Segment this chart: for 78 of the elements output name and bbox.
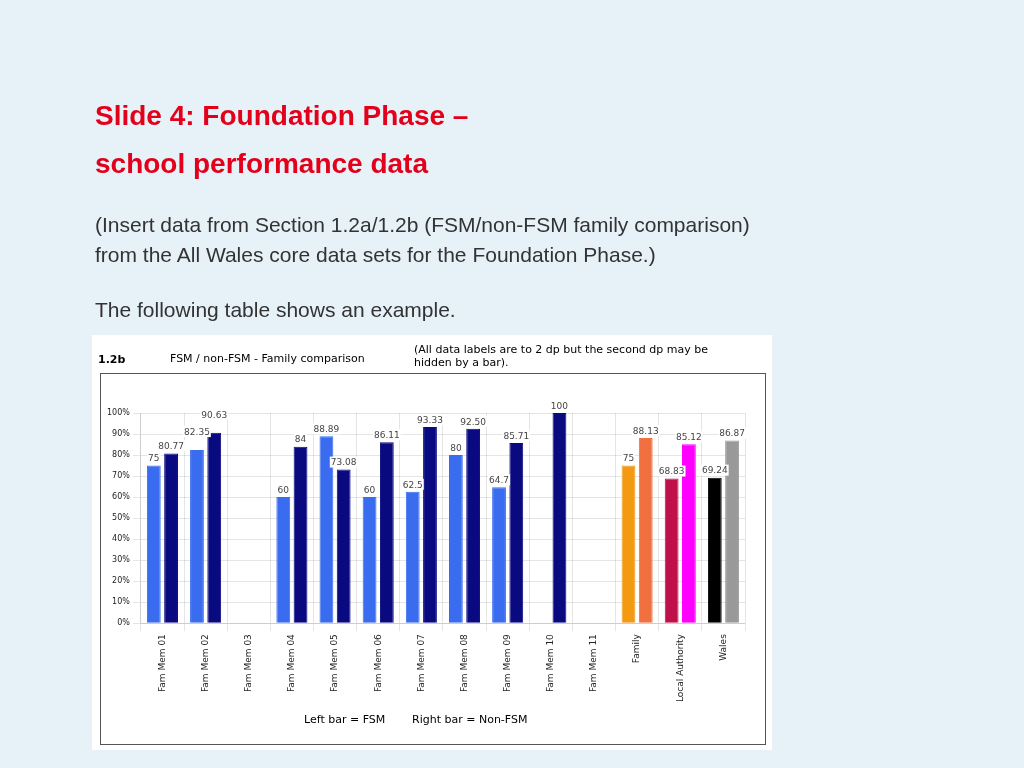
- data-label: 82.35: [184, 426, 210, 437]
- y-tick-label: 50%: [112, 513, 131, 523]
- data-label: 68.83: [658, 466, 685, 477]
- data-label: 80: [450, 442, 462, 453]
- bar: [164, 453, 178, 623]
- bar: [423, 427, 437, 623]
- text: (All data labels are to 2 dp but the second dp may be hidden by a bar).: [414, 343, 709, 369]
- y-tick-label: 0%: [117, 618, 131, 628]
- bar: [492, 487, 506, 623]
- data-label: 100: [550, 400, 569, 411]
- data-label: 75: [148, 453, 160, 464]
- text: The following table shows an example.: [95, 298, 456, 322]
- text: Right bar = Non-FSM: [412, 713, 528, 726]
- x-tick-label: Fam Mem 06: [372, 633, 383, 693]
- data-label: 80.77: [158, 441, 184, 452]
- x-tick-label: Fam Mem 04: [286, 633, 297, 693]
- bar: [146, 465, 161, 623]
- x-tick-label: Fam Mem 08: [458, 633, 469, 693]
- x-tick-label: Fam Mem 05: [329, 634, 340, 693]
- data-label: 88.89: [313, 424, 340, 435]
- bar: [362, 497, 377, 623]
- bar: [725, 440, 739, 623]
- y-tick-label: 100%: [107, 408, 131, 418]
- data-label: 64.7: [489, 475, 510, 486]
- data-label: 73.08: [330, 457, 357, 468]
- data-label: 69.24: [701, 465, 728, 476]
- data-label: 93.33: [417, 414, 443, 425]
- x-tick-label: Fam Mem 02: [199, 634, 210, 693]
- data-label: 75: [622, 453, 635, 464]
- bar: [190, 450, 204, 623]
- chart-subtitle: (Insert data from Section 1.2a/1.2b (FSM/non-FSM family comparison) from the All Wales core data sets for the Foundation Phase.): [95, 212, 750, 268]
- bar: [664, 478, 679, 623]
- text: 1.2b: [98, 353, 126, 366]
- text: FSM / non-FSM - Family comparison: [170, 352, 365, 365]
- bar: [336, 469, 351, 623]
- data-label: 60: [277, 484, 290, 495]
- data-label: 85.71: [503, 430, 530, 441]
- x-tick-label: Fam Mem 03: [243, 634, 254, 693]
- data-label: 84: [294, 434, 307, 445]
- bar: [621, 465, 636, 623]
- y-tick-label: 80%: [112, 450, 131, 460]
- bar: [293, 446, 308, 623]
- bar: [509, 443, 524, 623]
- bar: [707, 477, 722, 623]
- y-tick-label: 60%: [112, 492, 131, 502]
- y-tick-label: 10%: [112, 597, 131, 607]
- data-label: 92.50: [460, 416, 487, 427]
- chart-title: Slide 4: Foundation Phase – school performance data: [95, 99, 469, 181]
- x-tick-label: Fam Mem 07: [415, 634, 426, 693]
- data-label: 62.5: [402, 479, 423, 490]
- y-tick-label: 40%: [112, 534, 131, 544]
- bar: [276, 497, 291, 623]
- y-tick-label: 20%: [112, 576, 131, 586]
- data-label: 88.13: [632, 425, 659, 436]
- bar: [379, 442, 394, 623]
- bar: [682, 444, 696, 623]
- bar: [466, 428, 481, 623]
- data-label: 86.87: [719, 428, 745, 439]
- data-label: 86.11: [373, 430, 400, 441]
- y-tick-label: 70%: [112, 471, 131, 481]
- x-tick-label: Wales: [717, 633, 728, 661]
- x-tick-label: Fam Mem 11: [588, 634, 599, 693]
- data-label: 85.12: [676, 432, 702, 443]
- x-tick-label: Fam Mem 01: [156, 634, 167, 693]
- bar: [448, 455, 463, 623]
- x-tick-label: Fam Mem 10: [545, 633, 556, 693]
- data-label: 90.63: [201, 409, 228, 420]
- y-tick-label: 30%: [112, 555, 131, 565]
- x-tick-label: Local Authority: [674, 633, 685, 702]
- x-tick-label: Fam Mem 09: [502, 633, 513, 693]
- bar: [552, 413, 567, 623]
- y-tick-label: 90%: [112, 429, 131, 439]
- data-label: 60: [363, 484, 376, 495]
- bar: [207, 432, 222, 623]
- x-tick-label: Family: [631, 633, 642, 664]
- bar: [638, 437, 653, 623]
- text: Left bar = FSM: [304, 713, 386, 726]
- bar: [405, 491, 420, 623]
